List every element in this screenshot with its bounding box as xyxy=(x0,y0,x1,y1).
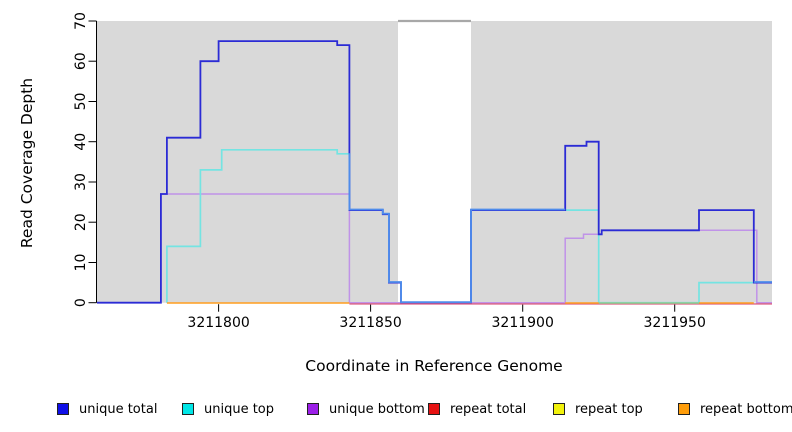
legend-swatch-unique-bottom xyxy=(307,403,319,415)
y-tick-label: 40 xyxy=(73,133,89,151)
legend-swatch-repeat-top xyxy=(553,403,565,415)
legend-label-unique-top: unique top xyxy=(204,401,275,417)
y-tick-label: 10 xyxy=(73,254,89,272)
x-tick-label: 3211800 xyxy=(187,315,249,331)
coverage-chart: 0 10 20 30 40 50 60 70 3211800 3211850 3211900 3211… xyxy=(73,12,772,331)
y-tick-label: 60 xyxy=(73,52,89,70)
legend-item-repeat-bottom: repeat bottom xyxy=(678,398,792,420)
legend-label-repeat-top: repeat top xyxy=(575,401,643,417)
legend-item-repeat-total: repeat total xyxy=(428,398,526,420)
legend-label-unique-bottom: unique bottom xyxy=(329,401,425,417)
legend-item-unique-top: unique top xyxy=(182,398,274,420)
legend-label-repeat-total: repeat total xyxy=(450,401,527,417)
y-tick-label: 30 xyxy=(73,173,89,191)
plot-background-0 xyxy=(97,21,398,303)
legend-swatch-unique-top xyxy=(182,403,194,415)
x-tick-label: 3211900 xyxy=(492,315,554,331)
legend-swatch-unique-total xyxy=(57,403,69,415)
legend-label-repeat-bottom: repeat bottom xyxy=(700,401,792,417)
chart-legend: unique total unique top unique bottom repea… xyxy=(0,398,792,424)
x-tick-label: 3211850 xyxy=(339,315,401,331)
y-tick-label: 70 xyxy=(73,12,89,30)
y-axis-title: Read Coverage Depth xyxy=(18,77,36,249)
y-tick-label: 50 xyxy=(73,93,89,111)
legend-item-unique-bottom: unique bottom xyxy=(307,398,425,420)
legend-item-repeat-top: repeat top xyxy=(553,398,643,420)
y-tick-label: 0 xyxy=(73,298,89,307)
series-unique-total-over-unique-top-line xyxy=(348,153,566,303)
x-axis-title: Coordinate in Reference Genome xyxy=(305,357,563,375)
plot-background-1 xyxy=(471,21,772,303)
legend-item-unique-total: unique total xyxy=(57,398,157,420)
legend-swatch-repeat-total xyxy=(428,403,440,415)
legend-swatch-repeat-bottom xyxy=(678,403,690,415)
legend-label-unique-total: unique total xyxy=(79,401,158,417)
x-tick-label: 3211950 xyxy=(644,315,706,331)
y-tick-label: 20 xyxy=(73,213,89,231)
